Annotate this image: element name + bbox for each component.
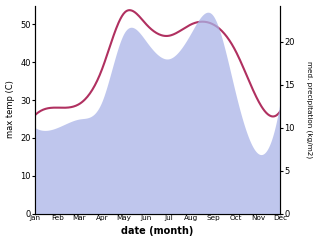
X-axis label: date (month): date (month) xyxy=(121,227,194,236)
Y-axis label: max temp (C): max temp (C) xyxy=(5,81,15,138)
Y-axis label: med. precipitation (kg/m2): med. precipitation (kg/m2) xyxy=(306,61,313,158)
